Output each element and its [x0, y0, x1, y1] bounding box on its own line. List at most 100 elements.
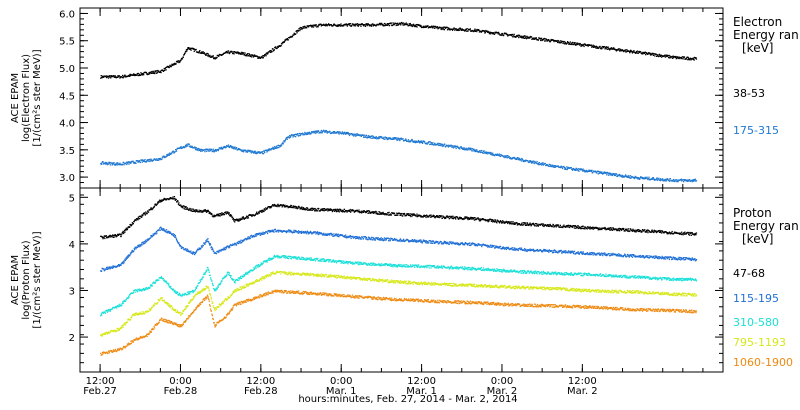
data-point: [382, 23, 384, 25]
data-point: [179, 61, 181, 63]
data-point: [410, 25, 412, 27]
data-point: [201, 211, 203, 213]
data-point: [129, 73, 131, 76]
data-point: [243, 240, 245, 242]
data-point: [575, 227, 577, 229]
data-point: [652, 54, 655, 56]
data-point: [388, 211, 390, 214]
data-point: [379, 137, 381, 139]
data-point: [324, 25, 327, 27]
data-point: [266, 208, 268, 210]
data-point: [407, 239, 409, 241]
data-point: [466, 30, 468, 32]
data-point: [148, 73, 150, 75]
data-point: [344, 236, 346, 238]
data-point: [106, 162, 109, 164]
data-point: [199, 148, 201, 150]
data-point: [604, 172, 606, 174]
data-point: [229, 52, 231, 54]
data-point: [335, 208, 337, 210]
data-point: [588, 170, 591, 172]
data-point: [410, 24, 412, 26]
data-point: [530, 223, 532, 226]
data-point: [230, 145, 232, 147]
data-point: [123, 164, 125, 166]
data-point: [438, 243, 440, 245]
data-point: [503, 34, 505, 37]
data-point: [620, 50, 622, 52]
data-point: [671, 55, 673, 58]
data-point: [240, 150, 243, 152]
data-point: [180, 59, 182, 62]
data-point: [363, 25, 365, 27]
data-point: [158, 70, 160, 72]
data-point: [114, 235, 116, 237]
data-point: [494, 219, 496, 221]
data-point: [570, 167, 572, 169]
data-point: [196, 210, 198, 212]
data-point: [121, 233, 123, 235]
data-point: [577, 225, 579, 227]
data-point: [207, 148, 209, 150]
data-point: [388, 238, 391, 240]
data-point: [625, 229, 628, 231]
data-point: [117, 75, 119, 77]
data-point: [282, 143, 284, 145]
data-point: [225, 248, 227, 250]
data-point: [495, 220, 497, 223]
data-point: [656, 179, 659, 181]
data-point: [100, 75, 102, 77]
data-point: [425, 26, 427, 28]
data-point: [530, 224, 533, 226]
data-point: [194, 146, 196, 148]
data-point: [635, 177, 637, 179]
data-point: [383, 22, 386, 25]
data-point: [241, 216, 244, 218]
data-point: [687, 56, 689, 58]
data-point: [539, 37, 541, 39]
data-point: [134, 248, 136, 251]
data-point: [111, 75, 113, 77]
data-point: [207, 55, 209, 57]
data-point: [259, 233, 261, 235]
data-point: [358, 209, 360, 211]
data-point: [419, 215, 422, 217]
data-point: [235, 243, 237, 245]
data-point: [584, 170, 587, 172]
data-point: [511, 33, 513, 36]
data-point: [332, 24, 334, 27]
data-point: [152, 235, 154, 237]
data-point: [239, 242, 241, 244]
data-point: [385, 213, 387, 215]
data-point: [526, 36, 529, 38]
data-point: [615, 49, 617, 51]
data-point: [237, 218, 239, 221]
data-point: [124, 228, 127, 231]
data-point: [186, 48, 188, 50]
data-point: [293, 205, 295, 207]
data-point: [412, 141, 415, 143]
data-point: [582, 227, 584, 229]
data-point: [678, 232, 680, 234]
data-point: [609, 173, 611, 176]
data-point: [217, 54, 219, 57]
data-point: [635, 52, 637, 54]
data-point: [297, 232, 299, 234]
data-point: [495, 153, 497, 156]
data-point: [511, 35, 513, 37]
data-point: [379, 22, 381, 25]
data-point: [499, 221, 501, 223]
data-point: [357, 25, 359, 27]
data-point: [317, 24, 320, 26]
data-point: [237, 242, 239, 245]
data-point: [127, 227, 129, 229]
data-point: [429, 143, 431, 146]
data-point: [360, 23, 362, 26]
data-point: [189, 145, 192, 147]
data-point: [309, 231, 311, 234]
data-point: [485, 29, 487, 32]
data-point: [430, 26, 432, 28]
data-point: [340, 210, 343, 212]
data-point: [404, 23, 406, 25]
data-point: [511, 221, 513, 223]
